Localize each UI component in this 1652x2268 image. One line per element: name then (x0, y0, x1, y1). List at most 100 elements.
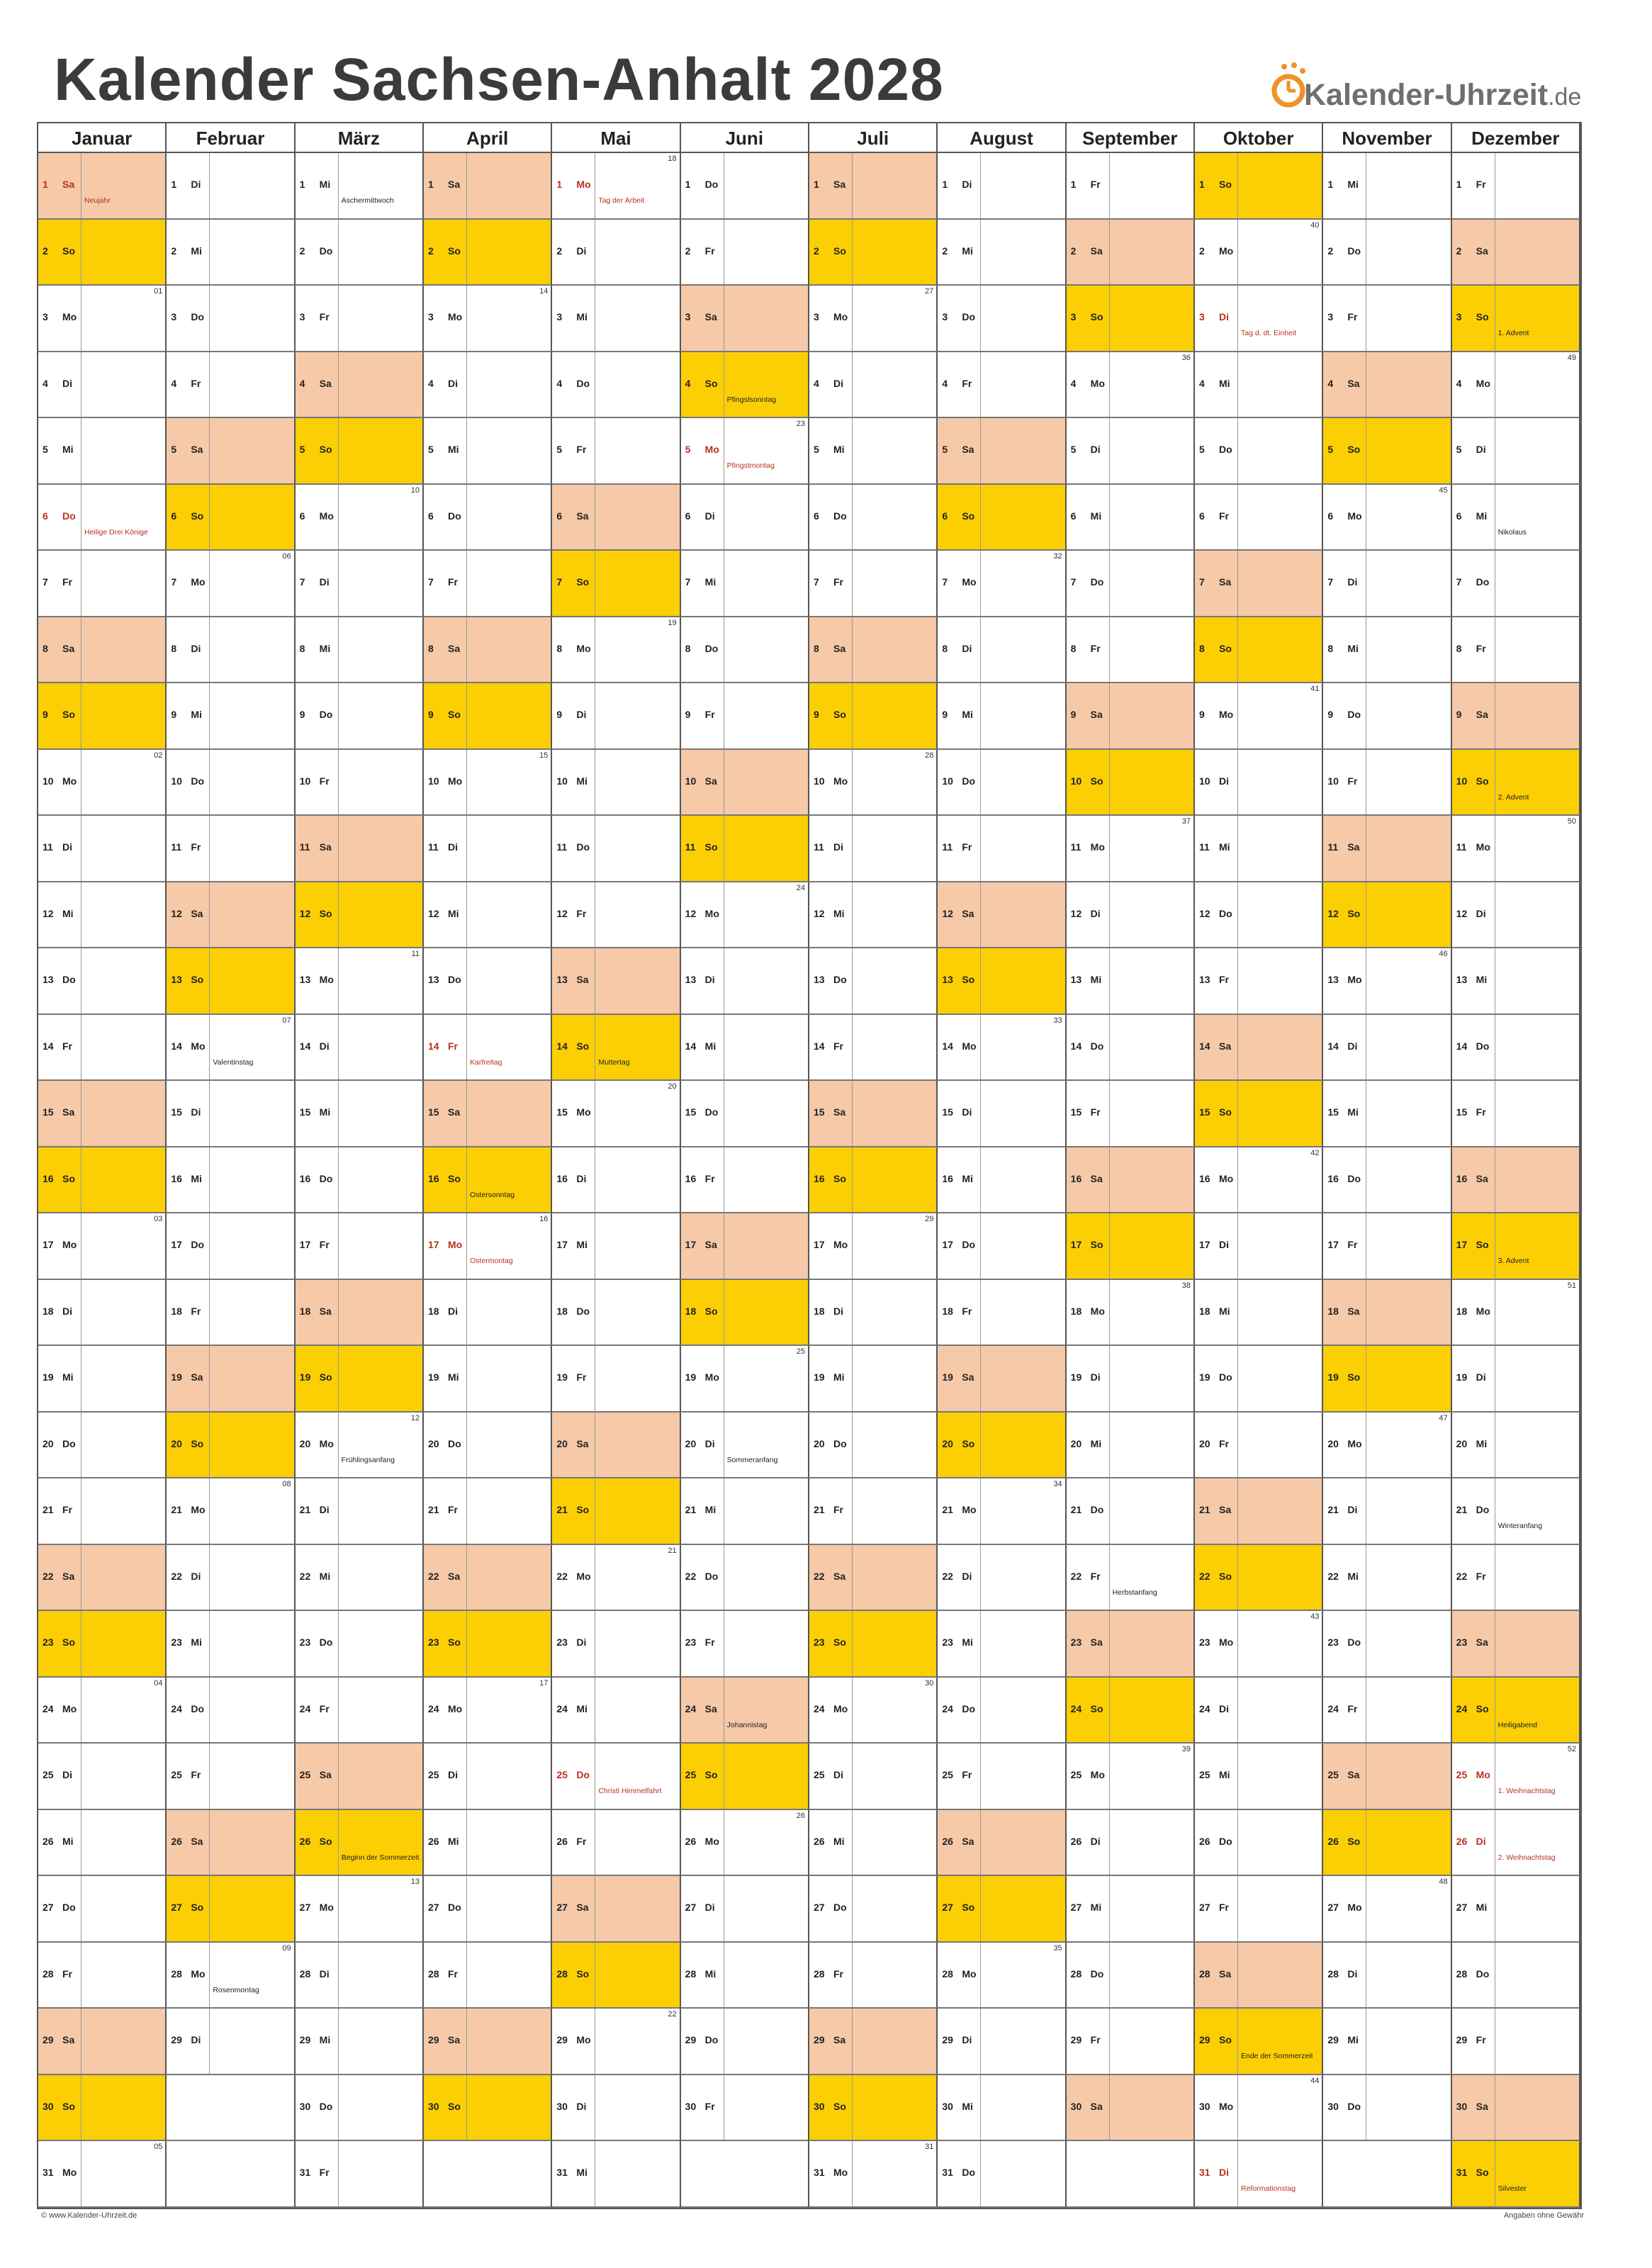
day-label-area: 25 Sa (1323, 1744, 1366, 1809)
day-label-area: 26 Mi (809, 1810, 852, 1875)
day-number: 7 (1327, 576, 1334, 588)
day-cell: 22 Sa (38, 1544, 167, 1612)
day-number: 10 (1070, 775, 1082, 787)
holiday-label: 2. Weihnachtstag (1498, 1853, 1556, 1862)
weekday-label: Di (1219, 1239, 1229, 1251)
day-label-area: 13 Mo (1323, 948, 1366, 1014)
weekday-label: Fr (1476, 2034, 1486, 2046)
day-note-area (81, 948, 165, 1014)
weekday-label: Fr (319, 2167, 330, 2179)
day-cell: 2 Mi (938, 219, 1067, 286)
day-number: 15 (814, 1106, 825, 1118)
weekday-label: Di (191, 1106, 201, 1118)
day-label-area: 5 Mo (681, 418, 724, 483)
day-note-area (723, 1213, 808, 1279)
day-number: 22 (685, 1570, 697, 1582)
day-cell: 24 Mo 04 (38, 1677, 167, 1744)
holiday-label: Ostermontag (470, 1257, 513, 1266)
day-label-area: 17 Do (938, 1213, 980, 1279)
day-label-area: 18 Sa (1323, 1279, 1366, 1345)
weekday-label: Do (191, 775, 204, 787)
day-cell: 24 Mo 30 (809, 1677, 938, 1744)
day-note-area (1366, 1279, 1451, 1345)
weekday-label: Fr (191, 1305, 201, 1317)
day-label-area: 23 Mo (1195, 1611, 1237, 1676)
day-cell: 3 Fr (1323, 286, 1452, 352)
day-note-area (466, 551, 551, 616)
weekday-label: Mi (1476, 1437, 1488, 1449)
weekday-label: Do (1090, 1504, 1104, 1516)
day-label-area: 6 Di (681, 485, 724, 550)
day-cell: 6 Mo 45 (1323, 484, 1452, 551)
weekday-label: Di (1219, 775, 1229, 787)
day-number: 30 (1070, 2100, 1082, 2112)
weekday-label: Do (962, 2167, 975, 2179)
day-label-area: 6 Sa (552, 484, 595, 550)
day-label-area: 18 Fr (938, 1280, 980, 1345)
weekday-label: Do (1219, 1371, 1232, 1383)
day-number: 5 (1327, 444, 1334, 456)
day-cell: 7 So (552, 551, 681, 617)
day-cell: 11 Di (809, 816, 938, 882)
day-cell: 22 Mo 21 (552, 1544, 681, 1612)
day-number: 24 (556, 1702, 568, 1714)
day-cell: 15 Di (167, 1081, 296, 1147)
day-cell: 4 Sa (1323, 352, 1452, 419)
empty-cell (1066, 2141, 1195, 2208)
day-note-area (466, 1942, 551, 2008)
day-label-area: 11 Di (809, 816, 852, 881)
day-number: 24 (171, 1702, 182, 1714)
day-cell: 3 So (1066, 286, 1195, 352)
day-number: 22 (428, 1570, 439, 1582)
day-label-area: 2 So (809, 219, 852, 285)
day-number: 27 (43, 1902, 54, 1914)
day-note-area: Heilige Drei Könige (81, 484, 165, 550)
day-note-area: 03 (81, 1213, 165, 1279)
day-number: 4 (556, 377, 563, 389)
day-cell: 11 Di (424, 816, 553, 882)
weekday-label: Do (962, 775, 975, 787)
day-number: 22 (1327, 1570, 1339, 1582)
day-cell: 20 Fr (1195, 1412, 1324, 1479)
day-cell: 1 Sa (424, 153, 553, 220)
day-label-area: 26 Mo (681, 1810, 724, 1875)
day-number: 9 (428, 709, 434, 721)
day-label-area: 10 Do (938, 750, 980, 815)
day-label-area: 19 Do (1195, 1346, 1237, 1411)
day-number: 12 (814, 907, 825, 919)
day-label-area: 5 Mi (38, 418, 81, 483)
day-label-area: 1 Do (681, 153, 724, 218)
day-note-area (1237, 617, 1322, 683)
day-number: 7 (1070, 576, 1077, 588)
weekday-label: Do (1219, 907, 1232, 919)
weekday-label: Do (448, 1902, 461, 1914)
weekday-label: Mo (576, 642, 591, 654)
day-note-area (209, 617, 293, 683)
day-cell: 18 Mo 38 (1066, 1279, 1195, 1347)
day-note-area (1237, 1346, 1322, 1411)
weekday-label: So (1347, 444, 1361, 456)
day-cell: 26 Mo 26 (680, 1809, 809, 1877)
day-cell: 27 So (167, 1876, 296, 1943)
day-note-area: 01 (81, 286, 165, 351)
weekday-label: So (1090, 775, 1103, 787)
day-label-area: 20 Do (809, 1413, 852, 1478)
day-number: 16 (299, 1172, 311, 1184)
weekday-label: Do (191, 1239, 204, 1251)
weekday-label: Do (1090, 1040, 1104, 1052)
day-label-area: 2 So (38, 219, 81, 285)
logo[interactable]: Kalender-Uhrzeit.de (1270, 58, 1581, 122)
weekday-label: So (833, 1637, 846, 1649)
weekday-label: So (833, 1172, 846, 1184)
weekday-label: Mo (576, 179, 591, 190)
day-note-area (1366, 1544, 1450, 1610)
day-cell: 27 So (938, 1876, 1067, 1943)
day-cell: 19 Sa (938, 1346, 1067, 1413)
day-cell: 16 So (809, 1147, 938, 1214)
day-label-area: 9 Di (552, 683, 595, 748)
day-number: 8 (428, 642, 434, 654)
day-note-area (852, 1412, 936, 1478)
day-label-area: 1 Sa (38, 153, 81, 218)
day-number: 1 (1199, 179, 1205, 190)
day-note-area: Ende der Sommerzeit (1237, 2009, 1322, 2074)
